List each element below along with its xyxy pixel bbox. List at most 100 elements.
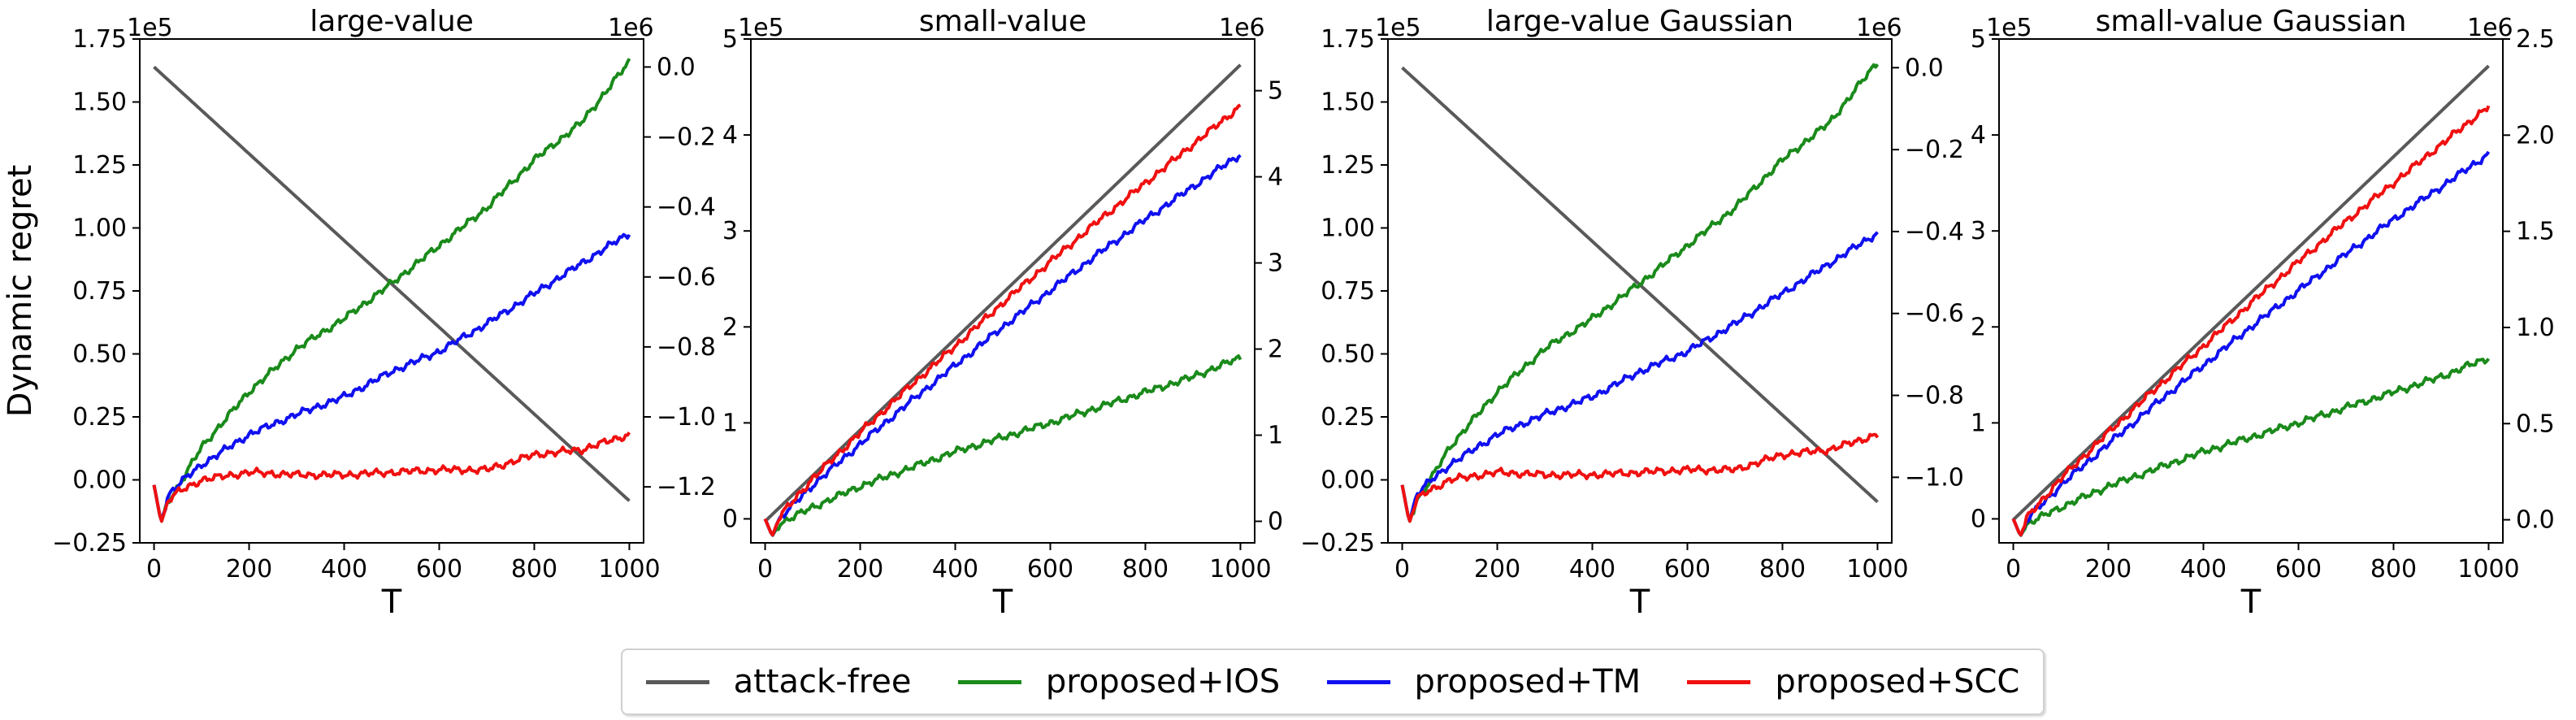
x-tick-label: 200 (2085, 555, 2131, 583)
x-tick-label: 600 (1664, 555, 1711, 583)
right-y-tick-label: −0.4 (657, 193, 716, 222)
right-y-tick-label: 0.0 (2516, 506, 2555, 535)
left-y-tick-label: 0.50 (1321, 340, 1375, 369)
right-y-tick-label: 0.0 (1905, 54, 1944, 82)
x-tick-label: 1000 (1209, 555, 1271, 583)
left-axis-multiplier: 1e5 (738, 14, 784, 42)
x-tick-label: 200 (1474, 555, 1520, 583)
legend-item: proposed+IOS (957, 663, 1280, 700)
left-y-tick-label: 1.25 (72, 151, 127, 180)
series-line-ios (152, 58, 631, 523)
x-axis-label: T (992, 583, 1013, 621)
right-axis-multiplier: 1e6 (2467, 14, 2513, 42)
series-line-attack_free (2012, 64, 2490, 522)
series-line-scc (763, 103, 1242, 537)
x-tick-label: 1000 (1846, 555, 1908, 583)
x-tick-label: 600 (416, 555, 462, 583)
panel-title: large-value (310, 5, 474, 38)
left-y-tick-label: 0 (1971, 505, 1986, 533)
plot-frame (1387, 38, 1893, 544)
left-y-tick-label: 1 (722, 409, 738, 437)
left-y-tick-label: −0.25 (1300, 529, 1375, 557)
left-y-tick-label: 2 (1971, 313, 1986, 341)
right-y-tick-label: −0.8 (657, 333, 716, 362)
legend-label: proposed+TM (1414, 663, 1641, 700)
right-y-tick-label: 1.5 (2516, 218, 2555, 246)
right-y-tick-label: 1.0 (2516, 314, 2555, 342)
right-y-tick-label: −0.4 (1905, 218, 1964, 246)
right-y-tick-label: 0.5 (2516, 410, 2555, 438)
right-y-tick-label: −0.2 (657, 124, 716, 152)
plot-frame (139, 38, 644, 544)
left-y-tick-label: 4 (722, 121, 738, 150)
x-tick-label: 800 (1122, 555, 1169, 583)
x-tick-label: 200 (226, 555, 272, 583)
right-y-tick-label: 5 (1268, 77, 1283, 106)
series-line-scc (1400, 432, 1880, 523)
left-y-tick-label: 4 (1971, 121, 1986, 150)
series-line-scc (152, 432, 631, 523)
x-tick-label: 800 (511, 555, 557, 583)
x-tick-label: 400 (932, 555, 978, 583)
plot-frame (1998, 38, 2504, 544)
y-axis-label: Dynamic regret (2, 165, 39, 418)
series-line-ios (763, 354, 1242, 537)
series-line-attack_free (764, 63, 1242, 523)
legend-swatch (957, 679, 1021, 684)
left-y-tick-label: 1.00 (1321, 215, 1375, 243)
series-line-tm (2011, 150, 2491, 537)
left-y-tick-label: −0.25 (52, 529, 127, 557)
left-y-tick-label: 0.75 (72, 277, 127, 306)
series-line-tm (152, 232, 631, 523)
left-y-tick-label: 0.00 (72, 466, 127, 495)
left-y-tick-label: 2 (722, 313, 738, 341)
right-axis-multiplier: 1e6 (1219, 14, 1265, 42)
right-y-tick-label: 3 (1268, 249, 1283, 278)
right-y-tick-label: −0.6 (657, 263, 716, 292)
x-tick-label: 200 (837, 555, 883, 583)
left-y-tick-label: 0 (722, 505, 738, 533)
right-y-tick-label: 0 (1268, 508, 1283, 536)
right-y-tick-label: −0.8 (1905, 382, 1964, 410)
left-y-tick-label: 3 (1971, 217, 1986, 245)
series-line-ios (1400, 63, 1880, 523)
left-y-tick-label: 0.25 (1321, 403, 1375, 432)
x-tick-label: 600 (1027, 555, 1073, 583)
legend-item: attack-free (645, 663, 912, 700)
x-axis-label: T (381, 583, 402, 621)
left-y-tick-label: 1.00 (72, 215, 127, 243)
series-line-scc (2011, 105, 2491, 537)
left-y-tick-label: 1.50 (1321, 89, 1375, 117)
x-axis-label: T (1629, 583, 1650, 621)
legend-swatch (645, 679, 709, 684)
legend-item: proposed+TM (1326, 663, 1641, 700)
left-y-tick-label: 0.00 (1321, 466, 1375, 495)
plot-frame (750, 38, 1255, 544)
legend: attack-free proposed+IOS proposed+TM propos… (621, 648, 2045, 715)
x-tick-label: 0 (146, 555, 162, 583)
right-axis-multiplier: 1e6 (608, 14, 654, 42)
left-y-tick-label: 5 (722, 25, 738, 54)
right-y-tick-label: 2 (1268, 336, 1283, 364)
legend-item: proposed+SCC (1687, 663, 2019, 700)
left-y-tick-label: 1 (1971, 409, 1986, 437)
left-y-tick-label: 0.25 (72, 403, 127, 432)
series-line-attack_free (153, 65, 631, 502)
left-axis-multiplier: 1e5 (1375, 14, 1421, 42)
panel-title: large-value Gaussian (1486, 5, 1793, 38)
left-y-tick-label: 1.25 (1321, 151, 1375, 180)
right-y-tick-label: −1.0 (1905, 463, 1964, 492)
left-y-tick-label: 1.75 (1321, 25, 1375, 54)
left-y-tick-label: 1.75 (72, 25, 127, 54)
x-tick-label: 1000 (2457, 555, 2519, 583)
right-y-tick-label: 1 (1268, 422, 1283, 450)
x-tick-label: 1000 (598, 555, 660, 583)
x-tick-label: 400 (1569, 555, 1615, 583)
right-y-tick-label: 2.5 (2516, 25, 2555, 54)
series-line-tm (1400, 231, 1879, 523)
left-axis-multiplier: 1e5 (127, 14, 173, 42)
x-tick-label: 400 (321, 555, 367, 583)
left-y-tick-label: 0.75 (1321, 277, 1375, 306)
x-tick-label: 0 (1394, 555, 1410, 583)
